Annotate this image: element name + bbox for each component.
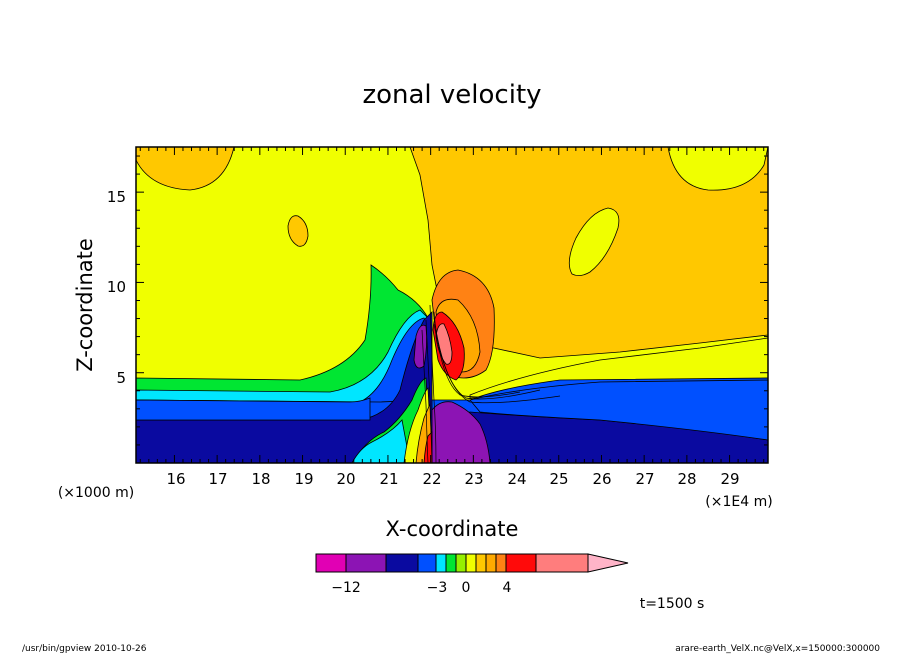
y-axis-label: Z-coordinate bbox=[73, 238, 97, 372]
contour-fill-purple-lower bbox=[431, 401, 491, 463]
x-tick-label: 16 bbox=[166, 470, 185, 488]
contour-lines-center bbox=[421, 304, 561, 463]
y-tick-marks bbox=[136, 155, 768, 446]
colorbar-box bbox=[475, 553, 487, 573]
x-tick-labels: 16 17 18 19 20 21 22 23 24 25 26 27 28 2… bbox=[166, 470, 739, 488]
colorbar-box bbox=[435, 553, 447, 573]
x-tick-label: 20 bbox=[336, 470, 355, 488]
x-tick-label: 21 bbox=[379, 470, 398, 488]
contour-fill-yellow-blob-right bbox=[568, 207, 620, 276]
footer-right: arare-earth_VelX.nc@VelX,x=150000:300000 bbox=[675, 644, 880, 654]
colorbar-box bbox=[445, 553, 457, 573]
colorbar-tick-label: −12 bbox=[331, 580, 361, 596]
footer-left: /usr/bin/gpview 2010-10-26 bbox=[22, 644, 147, 654]
contour-fill-green bbox=[136, 264, 431, 411]
plot-frame bbox=[135, 146, 769, 464]
contour-fill-blue-lower-right bbox=[469, 379, 768, 441]
x-unit-right: (×1E4 m) bbox=[705, 494, 772, 510]
colorbar bbox=[315, 553, 629, 573]
time-annotation: t=1500 s bbox=[640, 596, 705, 612]
colorbar-tick-label: 0 bbox=[462, 580, 471, 596]
contour-fill-yellow-corner-right bbox=[667, 147, 768, 191]
y-tick-label: 5 bbox=[116, 369, 126, 387]
contour-fill-orange-topleft bbox=[136, 147, 235, 191]
contour-fill-center-cyan bbox=[351, 419, 411, 463]
chart-title: zonal velocity bbox=[362, 80, 541, 110]
x-tick-label: 29 bbox=[720, 470, 739, 488]
colorbar-box bbox=[495, 553, 507, 573]
x-tick-label: 27 bbox=[635, 470, 654, 488]
colorbar-box bbox=[455, 553, 467, 573]
colorbar-box bbox=[315, 553, 347, 573]
contour-fill-orange-blob-left bbox=[287, 215, 309, 247]
colorbar-tick-labels: −12 −3 0 4 bbox=[331, 580, 511, 596]
x-tick-label: 28 bbox=[677, 470, 696, 488]
x-tick-label: 25 bbox=[549, 470, 568, 488]
y-tick-label: 15 bbox=[107, 188, 126, 206]
colorbar-box bbox=[535, 553, 589, 573]
contour-fill-cyan bbox=[136, 309, 431, 411]
x-tick-label: 26 bbox=[592, 470, 611, 488]
colorbar-box bbox=[465, 553, 477, 573]
colorbar-box bbox=[505, 553, 537, 573]
colorbar-box bbox=[385, 553, 419, 573]
colorbar-tick-label: −3 bbox=[427, 580, 448, 596]
x-tick-label: 23 bbox=[464, 470, 483, 488]
contour-field bbox=[136, 147, 768, 463]
x-tick-label: 24 bbox=[507, 470, 526, 488]
x-tick-label: 19 bbox=[294, 470, 313, 488]
colorbar-box bbox=[417, 553, 437, 573]
x-tick-marks bbox=[139, 147, 765, 463]
colorbar-box bbox=[485, 553, 497, 573]
y-tick-labels: 5 10 15 bbox=[107, 188, 126, 387]
y-tick-label: 10 bbox=[107, 278, 126, 296]
colorbar-tick-label: 4 bbox=[503, 580, 512, 596]
x-tick-label: 17 bbox=[208, 470, 227, 488]
colorbar-extend-triangle bbox=[587, 553, 629, 573]
x-tick-label: 18 bbox=[251, 470, 270, 488]
contour-fill-blue-lower-left bbox=[136, 397, 371, 421]
x-unit-left: (×1000 m) bbox=[58, 485, 134, 501]
x-axis-label: X-coordinate bbox=[386, 517, 519, 541]
colorbar-box bbox=[345, 553, 387, 573]
x-tick-label: 22 bbox=[422, 470, 441, 488]
